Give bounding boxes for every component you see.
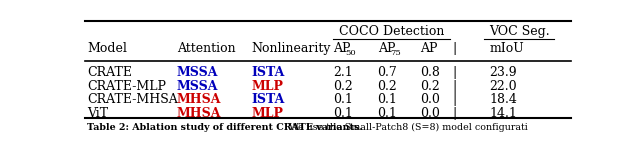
Text: MLP: MLP [251, 80, 283, 93]
Text: 0.8: 0.8 [420, 66, 440, 79]
Text: MSSA: MSSA [177, 66, 218, 79]
Text: Nonlinearity: Nonlinearity [251, 42, 331, 55]
Text: CRATE: CRATE [88, 66, 132, 79]
Text: COCO Detection: COCO Detection [339, 25, 444, 38]
Text: 0.1: 0.1 [378, 93, 397, 106]
Text: |: | [452, 80, 456, 93]
Text: |: | [452, 93, 456, 106]
Text: 0.7: 0.7 [378, 66, 397, 79]
Text: Model: Model [88, 42, 127, 55]
Text: Table 2: Ablation study of different CRATE variants.: Table 2: Ablation study of different CRA… [88, 123, 363, 132]
Text: 0.1: 0.1 [378, 107, 397, 120]
Text: MSSA: MSSA [177, 80, 218, 93]
Text: ISTA: ISTA [251, 66, 285, 79]
Text: 0.2: 0.2 [420, 80, 440, 93]
Text: |: | [452, 42, 456, 55]
Text: 23.9: 23.9 [489, 66, 517, 79]
Text: CRATE-MLP: CRATE-MLP [88, 80, 166, 93]
Text: |: | [452, 107, 456, 120]
Text: Attention: Attention [177, 42, 236, 55]
Text: We use the Small-Patch8 (S=8) model configurati: We use the Small-Patch8 (S=8) model conf… [286, 123, 527, 132]
Text: 14.1: 14.1 [489, 107, 517, 120]
Text: 75: 75 [390, 49, 401, 57]
Text: 18.4: 18.4 [489, 93, 517, 106]
Text: AP: AP [333, 42, 351, 55]
Text: 0.0: 0.0 [420, 93, 440, 106]
Text: MHSA: MHSA [177, 107, 221, 120]
Text: mIoU: mIoU [489, 42, 524, 55]
Text: MLP: MLP [251, 107, 283, 120]
Text: AP: AP [378, 42, 395, 55]
Text: 0.2: 0.2 [333, 80, 353, 93]
Text: 0.1: 0.1 [333, 107, 353, 120]
Text: 0.2: 0.2 [378, 80, 397, 93]
Text: 50: 50 [346, 49, 356, 57]
Text: 0.0: 0.0 [420, 107, 440, 120]
Text: 22.0: 22.0 [489, 80, 517, 93]
Text: CRATE-MHSA: CRATE-MHSA [88, 93, 178, 106]
Text: MHSA: MHSA [177, 93, 221, 106]
Text: |: | [452, 66, 456, 79]
Text: AP: AP [420, 42, 437, 55]
Text: VOC Seg.: VOC Seg. [489, 25, 549, 38]
Text: ViT: ViT [88, 107, 109, 120]
Text: 2.1: 2.1 [333, 66, 353, 79]
Text: ISTA: ISTA [251, 93, 285, 106]
Text: 0.1: 0.1 [333, 93, 353, 106]
